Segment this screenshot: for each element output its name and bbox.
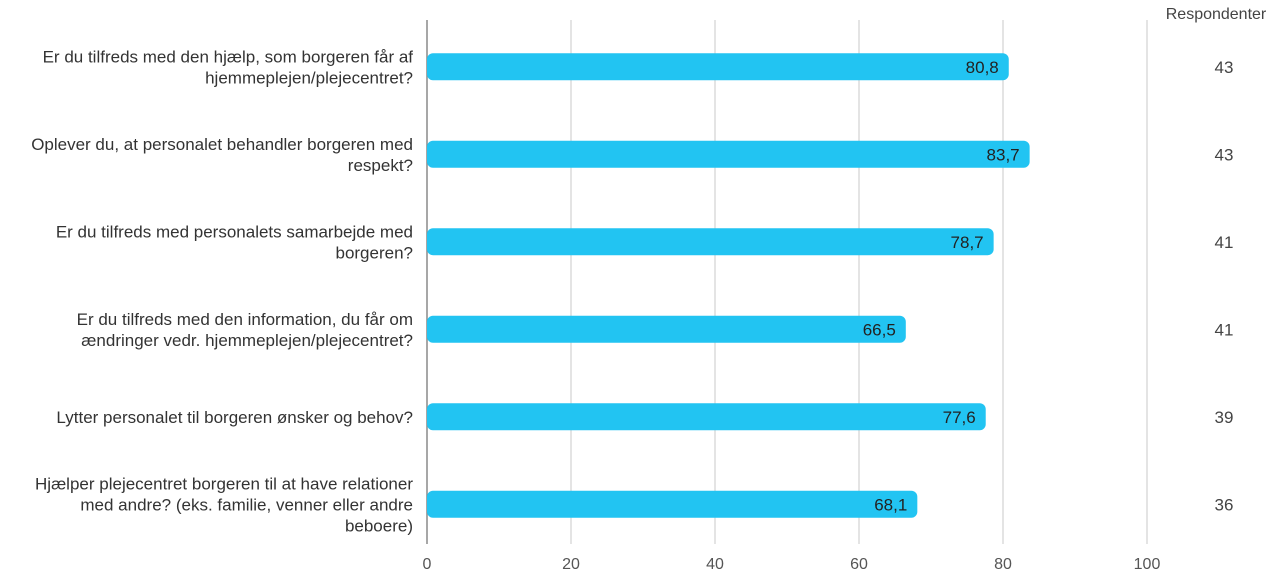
- x-tick-label: 0: [423, 556, 432, 573]
- respondents-column: Respondenter 43 43 41 41 39 36: [1166, 6, 1267, 514]
- bar: [427, 140, 1030, 168]
- respondent-count: 41: [1215, 233, 1234, 252]
- category-label: Er du tilfreds med den hjælp, som borger…: [43, 47, 414, 87]
- grid-lines: [426, 20, 1148, 544]
- bar-value-label: 83,7: [987, 145, 1020, 164]
- bar: [427, 403, 986, 431]
- category-label: Hjælper plejecentret borgeren til at hav…: [35, 474, 413, 535]
- bar: [427, 228, 994, 256]
- bar-value-label: 68,1: [874, 495, 907, 514]
- x-tick-label: 40: [706, 556, 724, 573]
- category-label: Lytter personalet til borgeren ønsker og…: [56, 408, 413, 427]
- category-label: Er du tilfreds med den information, du f…: [77, 310, 413, 350]
- x-tick-label: 20: [562, 556, 580, 573]
- respondents-header: Respondenter: [1166, 6, 1267, 23]
- respondent-count: 43: [1215, 145, 1234, 164]
- respondent-count: 43: [1215, 58, 1234, 77]
- bar-value-label: 80,8: [966, 58, 999, 77]
- bars: 80,8 83,7 78,7 66,5 77,6 68,1: [427, 53, 1030, 518]
- x-tick-label: 60: [850, 556, 868, 573]
- bar-value-label: 78,7: [951, 233, 984, 252]
- bar: [427, 53, 1009, 81]
- category-label: Oplever du, at personalet behandler borg…: [31, 135, 413, 175]
- bar: [427, 315, 906, 343]
- bar: [427, 490, 918, 518]
- respondent-count: 36: [1215, 495, 1234, 514]
- bar-value-label: 66,5: [863, 320, 896, 339]
- x-axis-ticks: 0 20 40 60 80 100: [423, 556, 1161, 573]
- category-label: Er du tilfreds med personalets samarbejd…: [56, 222, 413, 262]
- bar-value-label: 77,6: [943, 408, 976, 427]
- respondent-count: 39: [1215, 408, 1234, 427]
- x-tick-label: 80: [994, 556, 1012, 573]
- category-labels: Er du tilfreds med den hjælp, som borger…: [31, 47, 413, 535]
- x-tick-label: 100: [1134, 556, 1161, 573]
- respondent-count: 41: [1215, 320, 1234, 339]
